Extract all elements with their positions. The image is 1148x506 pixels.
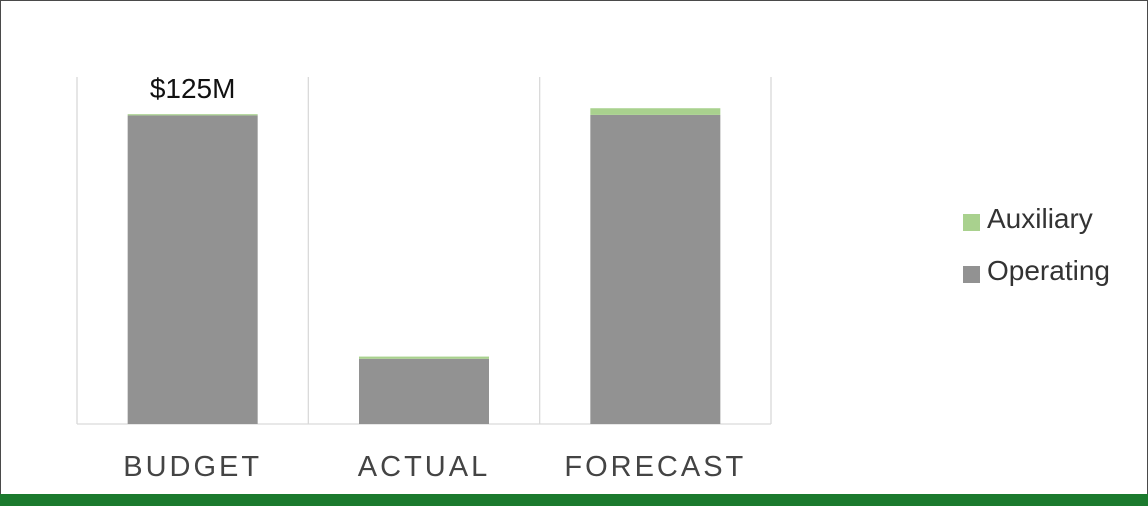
chart-legend: Auxiliary Operating — [963, 203, 1143, 312]
x-tick-label: FORECAST — [564, 451, 746, 483]
legend-label-auxiliary: Auxiliary — [987, 203, 1093, 234]
bar-auxiliary-forecast — [590, 108, 721, 115]
x-tick-label: BUDGET — [123, 451, 262, 483]
legend-label-operating: Operating — [987, 255, 1110, 286]
legend-item-auxiliary: Auxiliary — [963, 203, 1143, 236]
bar-auxiliary-budget — [127, 114, 258, 116]
bar-operating-forecast — [590, 114, 721, 424]
legend-swatch-operating — [963, 265, 980, 283]
legend-item-operating: Operating — [963, 255, 1143, 288]
bottom-accent-bar — [0, 494, 1148, 506]
bar-operating-budget — [127, 115, 258, 425]
data-label: $125M — [150, 73, 236, 104]
legend-swatch-auxiliary — [963, 213, 980, 231]
bar-operating-actual — [359, 358, 489, 424]
x-tick-label: ACTUAL — [358, 451, 490, 483]
bar-auxiliary-actual — [359, 356, 489, 359]
chart-bars — [127, 108, 721, 425]
chart-labels: BUDGET $125M ACTUAL FORECAST — [123, 73, 746, 483]
